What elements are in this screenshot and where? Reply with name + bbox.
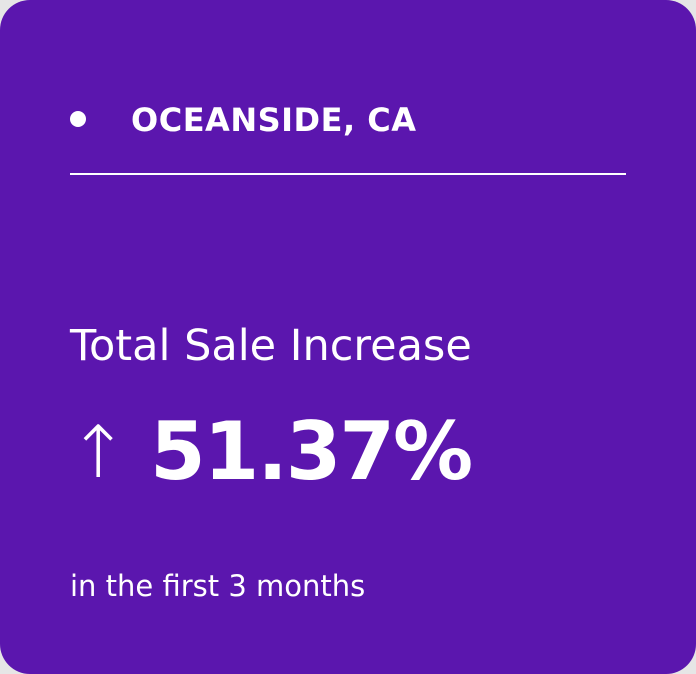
stat-value: 51.37% [150, 405, 473, 498]
divider [70, 173, 626, 175]
bullet-dot [70, 111, 86, 127]
heading: Total Sale Increase [70, 321, 472, 371]
note: in the first 3 months [70, 569, 366, 603]
location: OCEANSIDE, CA [131, 101, 417, 139]
up-arrow: ↑ [68, 410, 129, 494]
